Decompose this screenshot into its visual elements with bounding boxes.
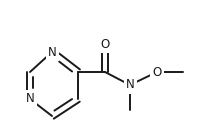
Text: O: O <box>152 66 162 79</box>
Text: N: N <box>26 92 34 105</box>
Text: N: N <box>126 79 134 92</box>
Text: N: N <box>48 46 56 59</box>
Text: O: O <box>100 38 110 51</box>
